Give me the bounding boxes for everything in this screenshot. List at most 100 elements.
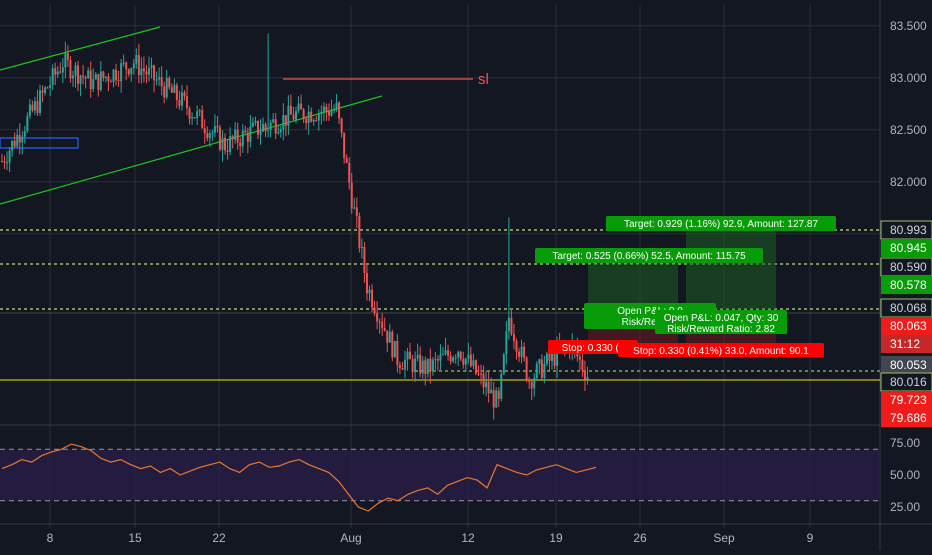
y-tick-label: 82.500 [890,123,927,137]
candle-body [28,104,31,116]
candle-body [414,358,417,373]
rsi-y-tick-label: 75.00 [890,436,920,450]
candle-body [6,162,9,164]
candle-body [218,127,221,150]
candle-body [64,53,67,68]
candle-body [457,351,460,358]
candle-body [320,111,323,114]
zone-rectangle[interactable] [0,137,79,149]
candle-body [196,111,199,119]
candle-body [477,373,480,375]
price-tag-bg [881,239,932,257]
pnl-a-line1: Open P&L: 0.0 [617,306,683,317]
candle-body [373,307,376,314]
candle-body [51,68,54,85]
candle-body [353,207,356,209]
candle-body [221,137,224,150]
candle-body [512,333,515,341]
candle-body [548,353,551,361]
candle-body [553,352,556,366]
target-long-label-group[interactable]: Target: 0.929 (1.16%) 92.9, Amount: 127.… [606,216,836,231]
candle-body [398,364,401,369]
candle-body [125,62,128,70]
candle-body [284,115,287,126]
candle-body [376,313,379,322]
price-tag-group: 80.578 [881,276,932,294]
candle-body [350,182,353,209]
candle-body [459,351,462,360]
candle-body [363,246,366,273]
candle-body [211,132,214,134]
candle-body [193,117,196,119]
candle-body [490,389,493,394]
candle-body [454,357,457,359]
candle-body [472,360,475,366]
target-short-label-bg [535,248,763,263]
candle-body [77,65,80,84]
candle-body [92,79,95,90]
candle-body [333,109,336,111]
candle-body [262,124,265,132]
x-tick-label: 12 [461,531,475,545]
candle-body [94,74,97,80]
price-tag: 79.723 [890,393,927,407]
stop-a-label: Stop: 0.330 (0 [562,343,625,354]
candle-body [239,142,242,147]
candle-body [434,359,437,361]
price-tag: 31:12 [890,337,920,351]
candle-body [327,111,330,116]
candle-body [231,136,234,140]
candle-body [61,67,64,73]
candle-body [401,368,404,370]
candle-body [409,351,412,360]
candle-body [178,100,181,106]
candle-body [500,373,503,399]
candle-body [497,390,500,399]
candle-body [424,360,427,374]
rsi-y-tick-label: 25.00 [890,500,920,514]
candle-body [16,134,19,147]
upper-trendline[interactable] [0,26,161,71]
price-tag-bg [881,356,932,374]
candle-body [310,111,313,122]
candle-body [528,380,531,382]
candle-body [464,358,467,365]
candle-body [295,111,297,120]
rsi-line [1,443,597,512]
target-short-label-group[interactable]: Target: 0.525 (0.66%) 52.5, Amount: 115.… [535,248,763,263]
candle-body [33,101,36,111]
stop-b-label-bg [618,343,824,357]
candle-body [109,81,112,83]
stop-a-label-group[interactable]: Stop: 0.330 (0 [548,340,638,354]
candle-body [158,77,161,80]
candle-body [338,102,341,119]
price-tag-group: 80.945 [881,239,932,257]
candle-body [216,126,219,128]
axis-layer: 8 15 22 Aug 12 19 26 Sep 9 83.500 83.000 82.500 82.0… [47,19,932,545]
candle-body [99,71,102,90]
stop-b-label-group[interactable]: Stop: 0.330 (0.41%) 33.0, Amount: 90.1 [618,343,824,357]
candle-body [132,63,135,68]
candle-body [137,54,140,76]
price-tag-group: 31:12 [881,335,932,353]
candle-body [279,129,282,133]
candle-body [203,128,206,134]
candle-body [550,352,553,361]
candle-body [540,359,543,378]
candle-body [312,120,315,122]
candle-body [556,344,559,366]
candle-body [180,92,183,106]
candle-body [264,124,267,132]
x-tick-label: 19 [549,531,563,545]
x-tick-label: Sep [713,531,735,545]
candle-body [462,359,465,365]
candle-body [142,68,145,72]
candle-body [21,136,24,143]
candle-body [244,130,247,133]
x-tick-label: 8 [47,531,54,545]
candle-body [8,150,11,163]
candle-body [495,390,498,408]
